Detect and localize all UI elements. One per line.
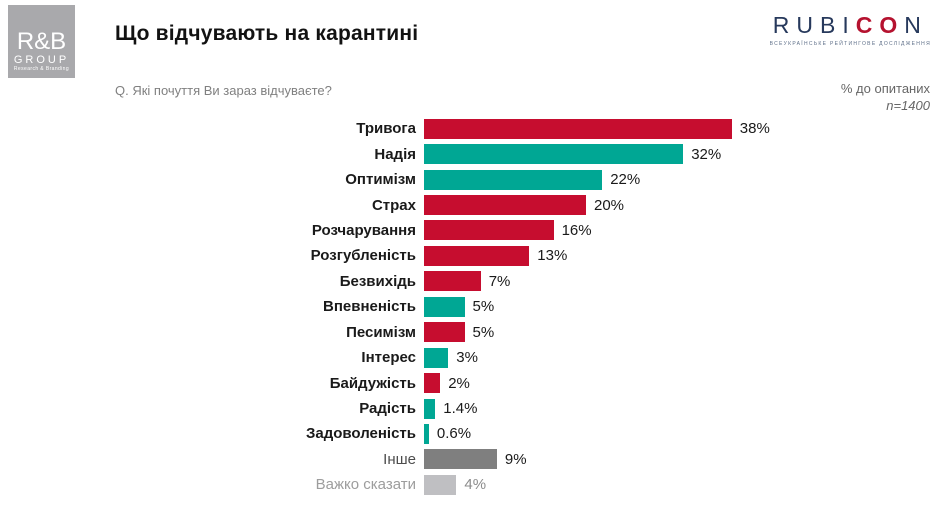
sample-size: n=1400 — [886, 98, 930, 113]
category-label: Інтерес — [361, 349, 416, 367]
bar — [424, 322, 465, 343]
bar — [424, 398, 436, 419]
rb-logo-text: R&B — [16, 28, 67, 55]
value-label: 22% — [610, 171, 641, 189]
value-label: 0.6% — [436, 425, 472, 443]
bar — [424, 245, 530, 266]
bar — [424, 195, 586, 216]
category-label: Важко сказати — [315, 476, 416, 494]
bar — [424, 423, 429, 444]
bar — [424, 449, 497, 470]
chart-row: Оптимізм 22% — [0, 167, 949, 192]
chart-row: Радість 1.4% — [0, 396, 949, 421]
value-label: 5% — [472, 298, 495, 316]
value-label: 38% — [739, 120, 770, 138]
category-label: Надія — [374, 145, 416, 163]
value-label: 2% — [448, 374, 470, 392]
value-label: 4% — [464, 476, 487, 494]
category-label: Страх — [371, 196, 416, 214]
page-title: Що відчувають на карантині — [115, 22, 419, 45]
category-label: Впевненість — [323, 298, 416, 316]
bar — [424, 144, 684, 165]
value-label: 1.4% — [443, 400, 478, 418]
chart-row: Важко сказати 4% — [0, 472, 949, 497]
value-label: 9% — [504, 450, 527, 468]
chart-row: Страх 20% — [0, 192, 949, 217]
bar — [424, 373, 441, 394]
category-label: Радість — [359, 400, 416, 418]
value-label: 5% — [472, 323, 495, 341]
chart-row: Задоволеність 0.6% — [0, 421, 949, 446]
bar — [424, 271, 481, 292]
rb-logo-subtext: Research & Branding — [13, 66, 70, 72]
category-label: Тривога — [356, 120, 416, 138]
percent-of-respondents-note: % до опитаних — [840, 81, 930, 96]
category-label: Розчарування — [311, 221, 416, 239]
category-label: Інше — [383, 450, 416, 468]
bar — [424, 220, 554, 241]
chart-row: Надія 32% — [0, 141, 949, 166]
rubicon-logo: RUBICON ВСЕУКРАЇНСЬКЕ РЕЙТИНГОВЕ ДОСЛІДЖ… — [770, 12, 931, 47]
rb-group-logo: R&B GROUP Research & Branding — [8, 5, 75, 78]
value-label: 13% — [537, 247, 568, 265]
rubicon-wordmark: RUBICON — [772, 12, 928, 38]
chart-row: Інше 9% — [0, 447, 949, 472]
bar-chart: Тривога 38% Надія 32% Оптимізм 22% Страх 20% Роз… — [0, 116, 949, 498]
rubicon-tagline: ВСЕУКРАЇНСЬКЕ РЕЙТИНГОВЕ ДОСЛІДЖЕННЯ — [769, 41, 931, 47]
chart-row: Інтерес 3% — [0, 345, 949, 370]
chart-row: Впевненість 5% — [0, 294, 949, 319]
category-label: Байдужість — [329, 374, 416, 392]
value-label: 32% — [691, 145, 722, 163]
rb-logo-group-text: GROUP — [13, 54, 70, 66]
bar — [424, 347, 449, 368]
sample-note: % до опитаних n=1400 — [841, 81, 930, 113]
question-text: Q. Які почуття Ви зараз відчуваєте? — [115, 83, 332, 98]
category-label: Безвихідь — [339, 272, 416, 290]
chart-row: Тривога 38% — [0, 116, 949, 141]
value-label: 3% — [456, 349, 478, 367]
value-label: 20% — [594, 196, 625, 214]
chart-row: Розчарування 16% — [0, 218, 949, 243]
bar — [424, 474, 457, 495]
bar — [424, 169, 603, 190]
category-label: Оптимізм — [345, 171, 416, 189]
category-label: Задоволеність — [305, 425, 416, 443]
chart-row: Байдужість 2% — [0, 370, 949, 395]
chart-row: Песимізм 5% — [0, 320, 949, 345]
category-label: Розгубленість — [310, 247, 416, 265]
category-label: Песимізм — [346, 323, 416, 341]
bar — [424, 118, 732, 139]
chart-row: Безвихідь 7% — [0, 269, 949, 294]
bar — [424, 296, 465, 317]
value-label: 7% — [488, 272, 511, 290]
chart-row: Розгубленість 13% — [0, 243, 949, 268]
value-label: 16% — [561, 221, 592, 239]
